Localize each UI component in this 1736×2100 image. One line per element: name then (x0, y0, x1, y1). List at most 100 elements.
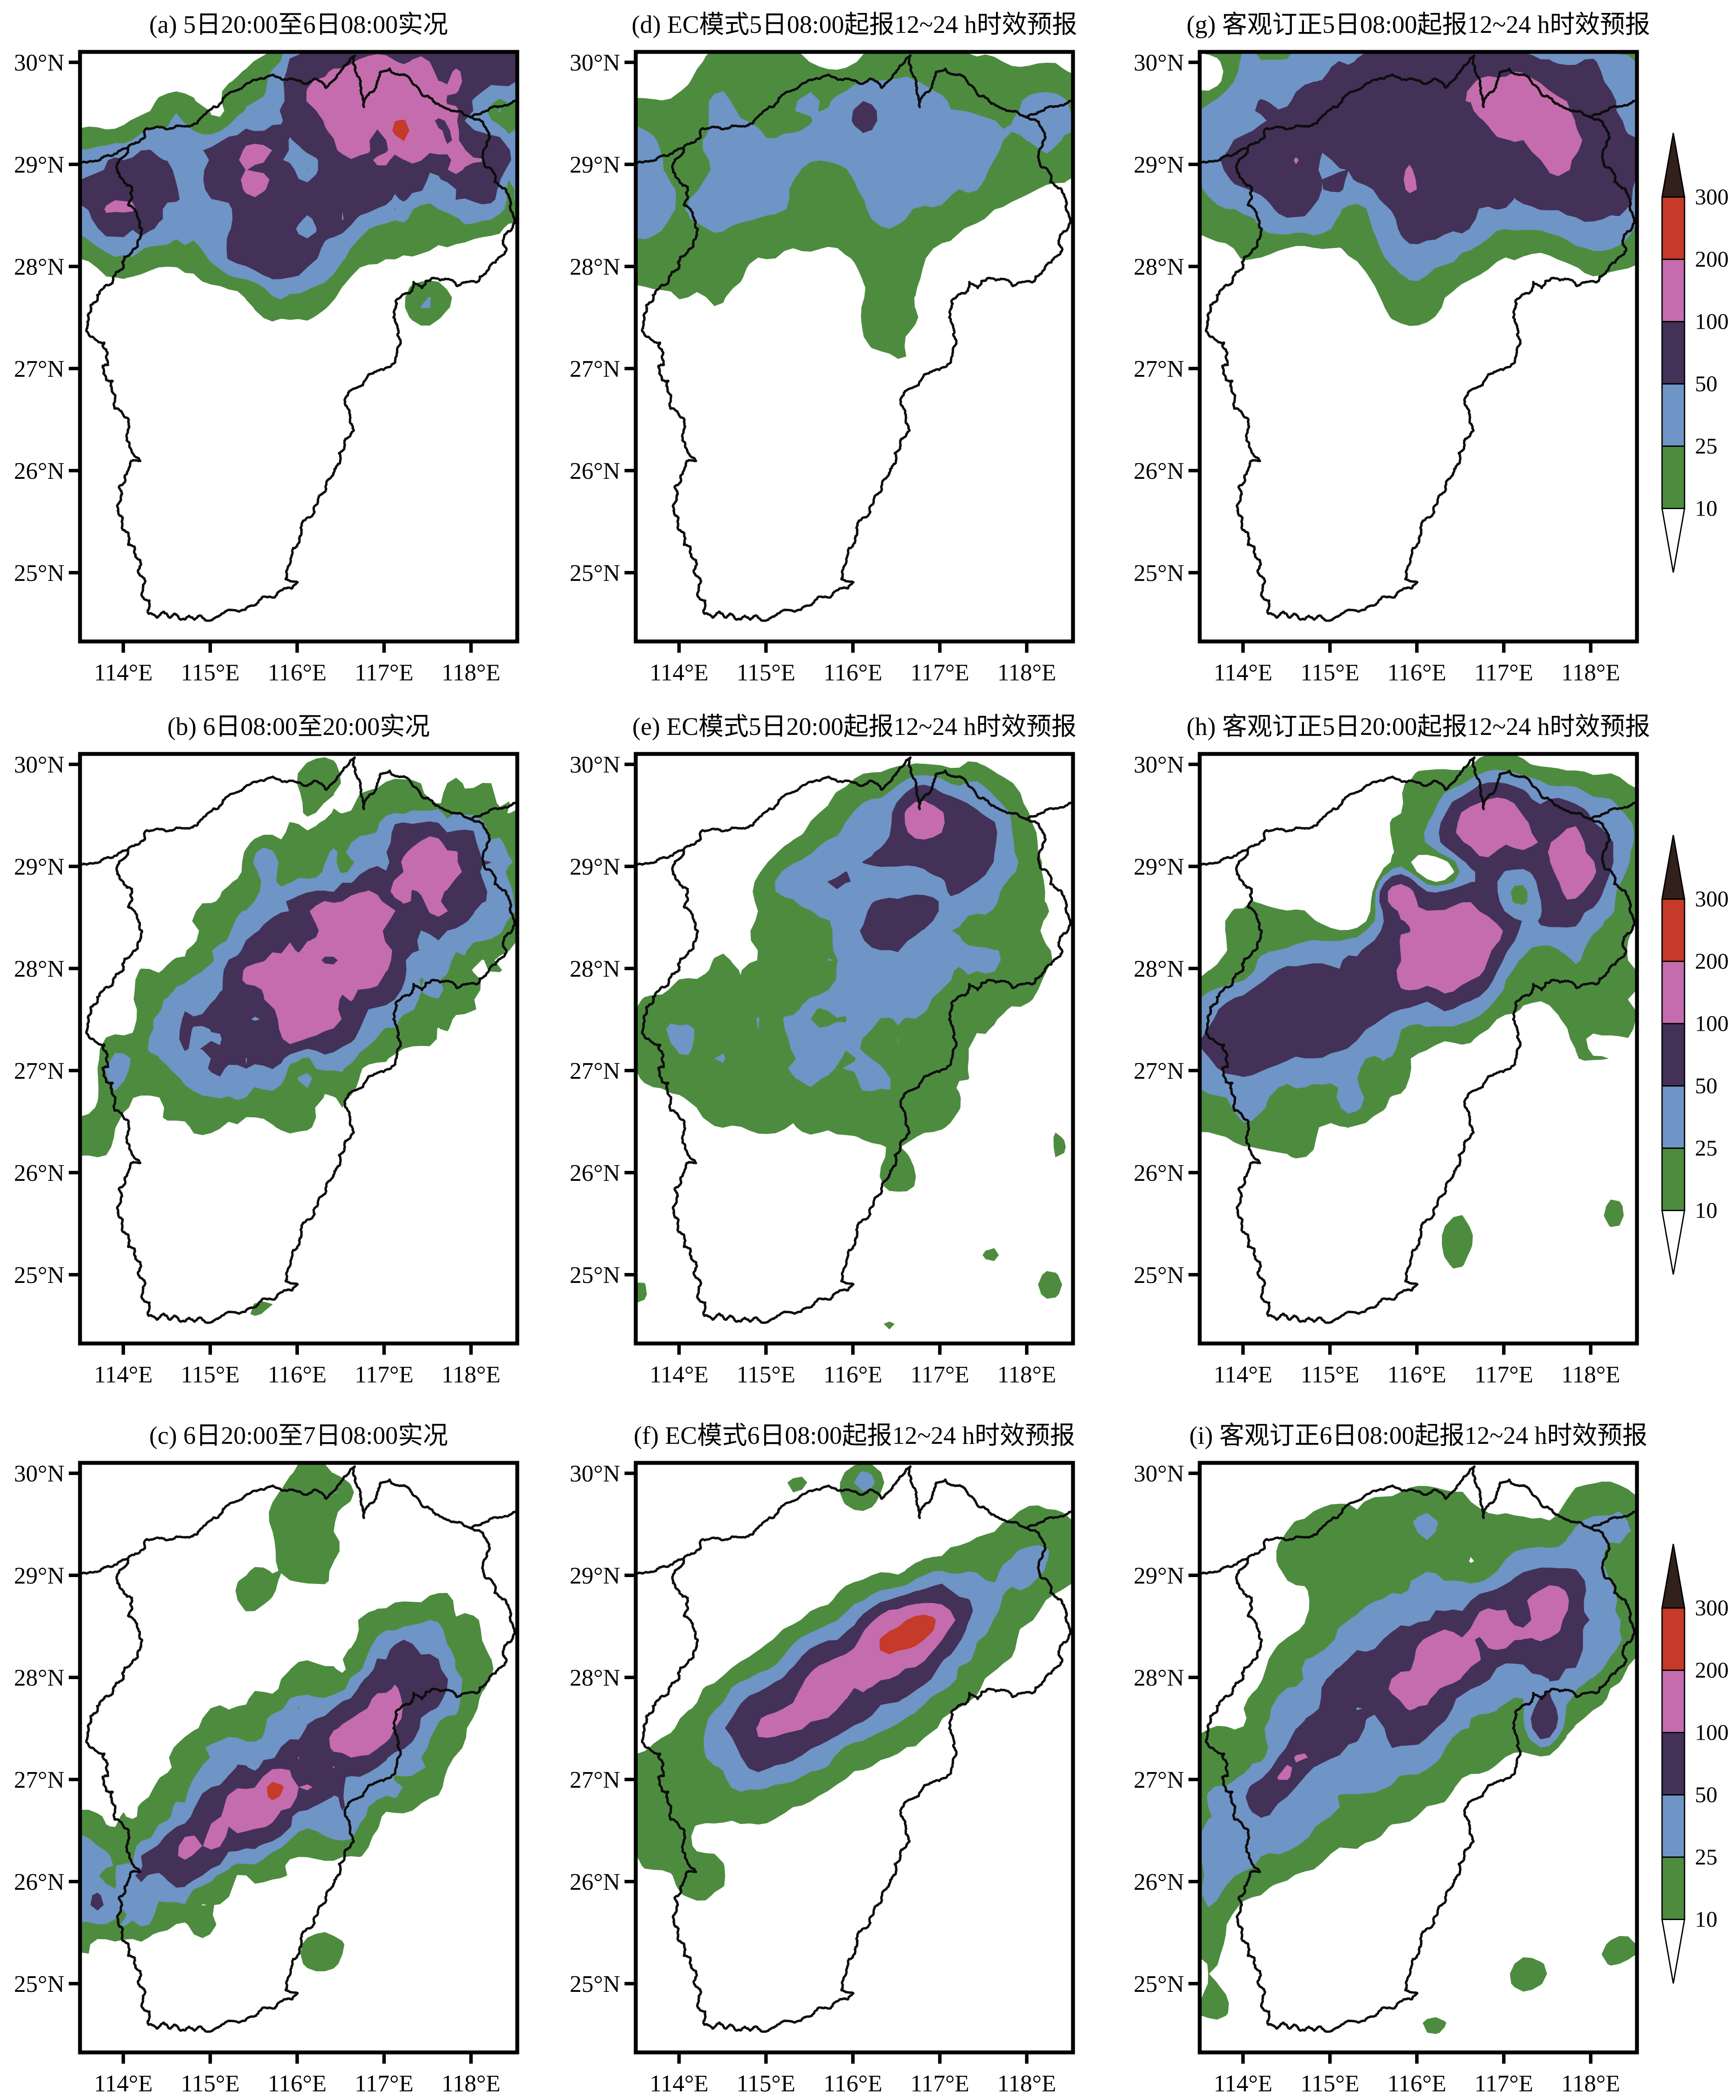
x-tick-label: 116°E (1387, 659, 1446, 686)
x-tick-label: 117°E (910, 2070, 969, 2097)
x-tick-label: 116°E (268, 1361, 327, 1388)
x-tick-label: 114°E (1214, 1361, 1272, 1388)
panel-g: 30°N 29°N 28°N 27°N 26°N 25°N 114°E 115°E 116°E 1… (1134, 49, 1639, 686)
y-tick-label: 27°N (1134, 1767, 1184, 1793)
neighbor-border-0 (1200, 144, 1250, 164)
neighbor-border-0 (636, 144, 686, 164)
y-tick-label: 25°N (570, 1262, 620, 1288)
y-tick-label: 28°N (14, 955, 64, 982)
colorbar-label: 200 (1695, 1658, 1729, 1683)
x-tick-label: 117°E (355, 2070, 413, 2097)
colorbar-segment (1661, 1732, 1685, 1795)
y-tick-label: 28°N (570, 955, 620, 982)
x-tick-label: 114°E (650, 2070, 708, 2097)
x-tick-label: 118°E (1561, 1361, 1620, 1388)
y-tick-label: 27°N (570, 1058, 620, 1084)
colorbar-label: 300 (1695, 1596, 1729, 1621)
y-tick-label: 27°N (14, 1767, 64, 1793)
panel-e: 30°N 29°N 28°N 27°N 26°N 25°N 114°E 115°E 116°E 1… (570, 751, 1075, 1388)
colorbar-row-1: 300 200 100 50 25 10 (1661, 133, 1729, 573)
x-tick-label: 116°E (823, 1361, 882, 1388)
panel-title-i: (i) 客观订正6日08:00起报12~24 h时效预报 (1189, 1421, 1648, 1449)
contour-band-ge-100 (104, 54, 484, 213)
colorbar-label: 50 (1695, 1074, 1717, 1099)
y-tick-label: 29°N (1134, 853, 1184, 880)
y-tick-label: 28°N (1134, 955, 1184, 982)
y-tick-label: 30°N (570, 751, 620, 778)
contour-band-ge-200 (879, 1614, 936, 1654)
province-boundary (641, 756, 1072, 1324)
panel-title-d: (d) EC模式5日08:00起报12~24 h时效预报 (631, 10, 1077, 38)
neighbor-border-0 (1200, 846, 1250, 866)
panel-d: 30°N 29°N 28°N 27°N 26°N 25°N 114°E 115°E 116°E 1… (570, 49, 1075, 686)
y-tick-label: 30°N (1134, 1460, 1184, 1487)
panel-map-area-c (80, 1463, 517, 2033)
y-tick-label: 26°N (14, 1869, 64, 1895)
y-tick-label: 27°N (570, 356, 620, 382)
panel-title-a: (a) 5日20:00至6日08:00实况 (149, 10, 448, 38)
y-tick-label: 29°N (14, 151, 64, 178)
x-tick-label: 115°E (1300, 2070, 1359, 2097)
neighbor-border-0 (1200, 1555, 1250, 1575)
contour-band-ge-100 (1388, 797, 1596, 994)
y-tick-label: 27°N (570, 1767, 620, 1793)
colorbar-segment (1661, 1794, 1685, 1858)
x-tick-label: 116°E (823, 659, 882, 686)
neighbor-border-0 (636, 1555, 686, 1575)
x-tick-label: 117°E (1474, 1361, 1533, 1388)
y-tick-label: 26°N (570, 1160, 620, 1186)
x-tick-label: 118°E (997, 659, 1056, 686)
y-tick-label: 30°N (1134, 751, 1184, 778)
colorbar-label: 10 (1695, 497, 1717, 521)
y-tick-label: 27°N (1134, 1058, 1184, 1084)
colorbar-segment (1661, 196, 1685, 260)
colorbar-row-3: 300 200 100 50 25 10 (1661, 1544, 1729, 1984)
y-tick-label: 30°N (14, 751, 64, 778)
x-tick-label: 117°E (355, 659, 413, 686)
x-tick-label: 118°E (997, 2070, 1056, 2097)
y-tick-label: 29°N (1134, 151, 1184, 178)
contour-band-ge-100 (242, 836, 462, 1044)
y-tick-label: 25°N (14, 1971, 64, 1997)
x-tick-label: 118°E (1561, 2070, 1620, 2097)
y-tick-label: 26°N (14, 1160, 64, 1186)
colorbar-label: 10 (1695, 1908, 1717, 1932)
y-tick-label: 26°N (14, 458, 64, 484)
y-tick-label: 30°N (14, 1460, 64, 1487)
x-tick-label: 116°E (1387, 2070, 1446, 2097)
colorbar-arrow-bottom (1661, 508, 1685, 573)
y-tick-label: 30°N (1134, 49, 1184, 76)
x-tick-label: 114°E (94, 2070, 153, 2097)
contour-band-ge-100 (1294, 71, 1582, 193)
colorbar-label: 100 (1695, 310, 1729, 334)
colorbar-label: 300 (1695, 185, 1729, 210)
y-tick-label: 29°N (1134, 1562, 1184, 1589)
x-tick-label: 118°E (1561, 659, 1620, 686)
y-tick-label: 25°N (1134, 1262, 1184, 1288)
contour-band-ge-100 (904, 801, 945, 840)
colorbar-segment (1661, 1856, 1685, 1920)
neighbor-border-0 (80, 846, 131, 866)
x-tick-label: 118°E (442, 2070, 500, 2097)
colorbar-label: 200 (1695, 949, 1729, 974)
y-tick-label: 26°N (1134, 1869, 1184, 1895)
colorbar-segment (1661, 383, 1685, 447)
colorbar-label: 50 (1695, 372, 1717, 397)
province-boundary (1204, 54, 1636, 622)
panel-a: 30°N 29°N 28°N 27°N 26°N 25°N 114°E 115°E 116°E 1… (14, 49, 519, 686)
colorbar-label: 200 (1695, 247, 1729, 272)
colorbar-label: 100 (1695, 1012, 1729, 1036)
x-tick-label: 114°E (94, 1361, 153, 1388)
y-tick-label: 26°N (1134, 458, 1184, 484)
y-tick-label: 25°N (14, 1262, 64, 1288)
contour-band-ge-200 (266, 1782, 284, 1800)
colorbar-segment (1661, 321, 1685, 385)
y-tick-label: 29°N (570, 1562, 620, 1589)
colorbar-arrow-bottom (1661, 1210, 1685, 1275)
colorbar-segment (1661, 446, 1685, 509)
x-tick-label: 116°E (268, 2070, 327, 2097)
colorbar-label: 100 (1695, 1721, 1729, 1745)
contour-band-ge-50 (827, 785, 997, 952)
